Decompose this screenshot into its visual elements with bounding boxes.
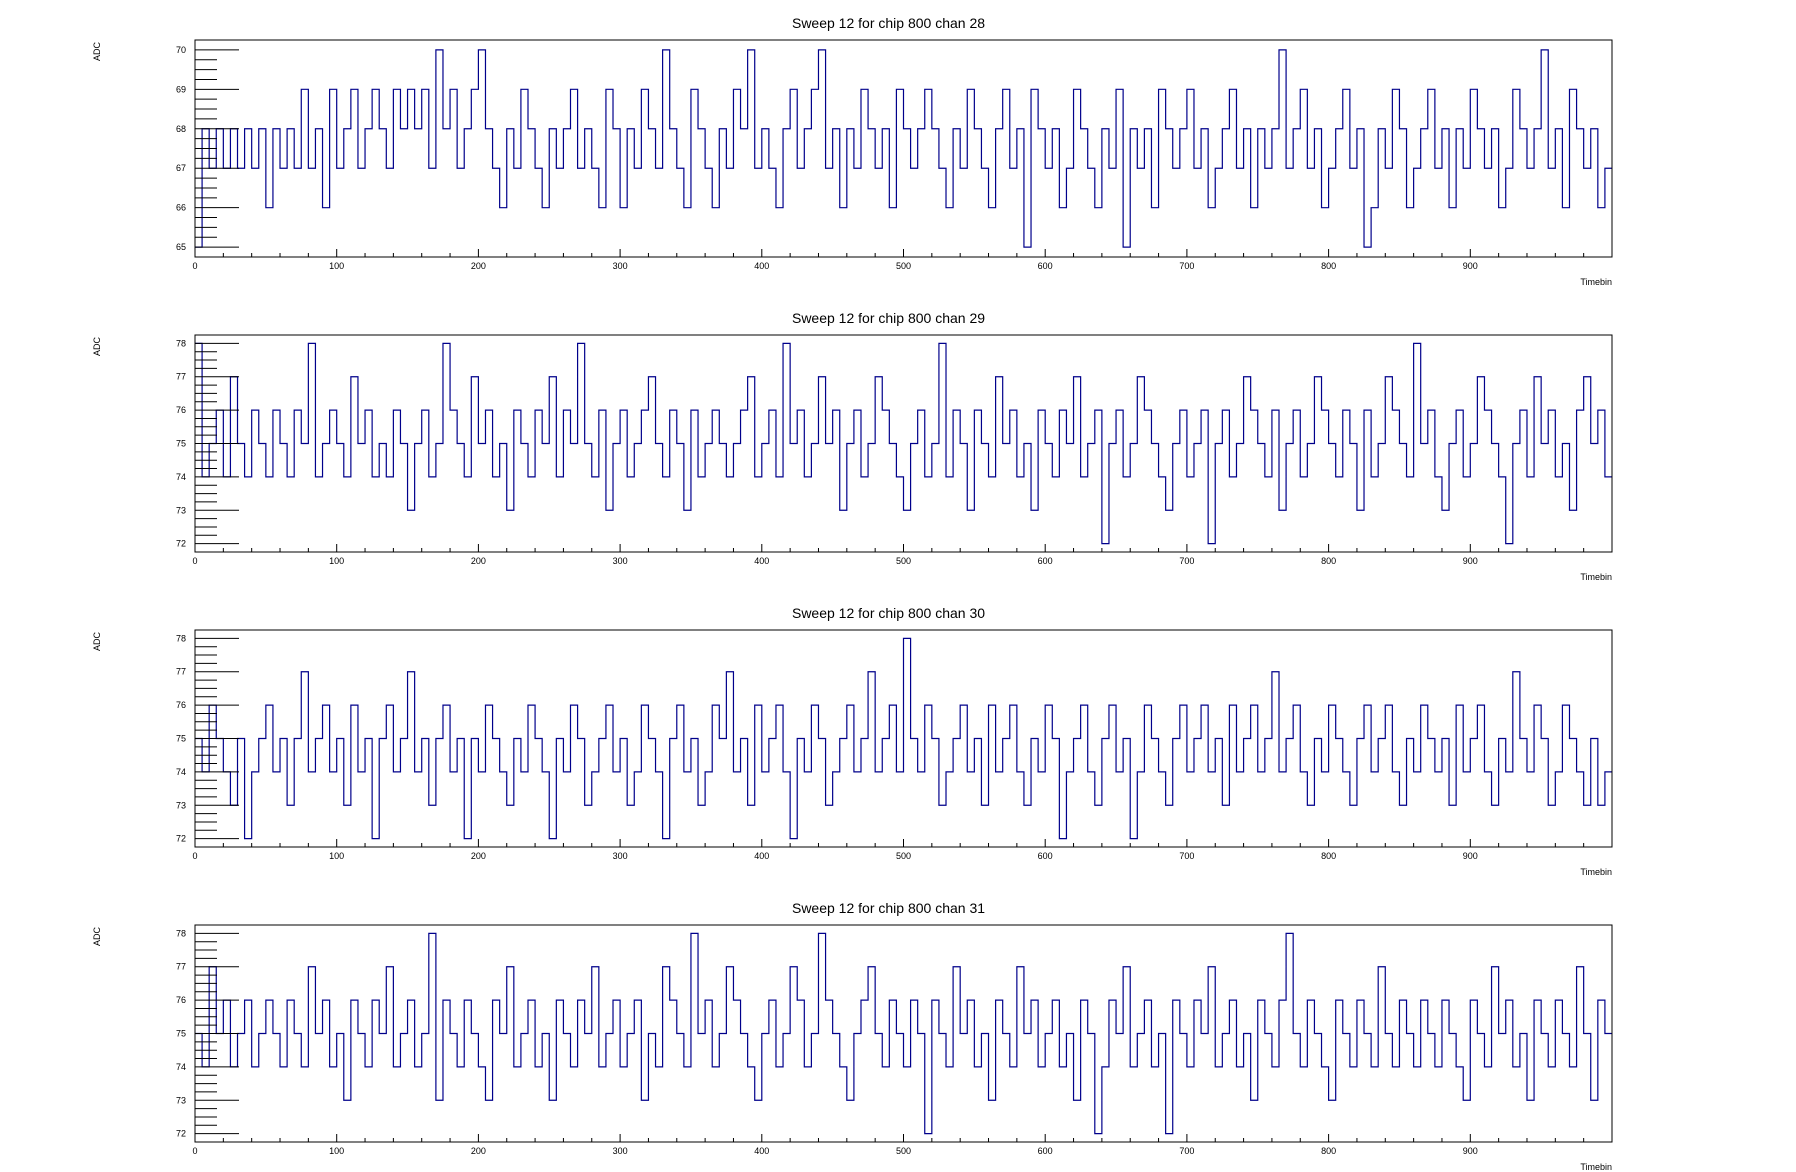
x-tick-label: 900 — [1463, 851, 1478, 861]
x-tick-label: 400 — [754, 556, 769, 566]
x-axis-label: Timebin — [1580, 867, 1612, 877]
y-tick-label: 67 — [176, 163, 186, 173]
y-tick-label: 72 — [176, 834, 186, 844]
x-tick-label: 900 — [1463, 1146, 1478, 1156]
x-tick-label: 200 — [471, 1146, 486, 1156]
y-tick-label: 78 — [176, 633, 186, 643]
y-axis-label: ADC — [92, 42, 102, 62]
x-tick-label: 200 — [471, 261, 486, 271]
adc-series-line — [195, 933, 1612, 1133]
x-tick-label: 900 — [1463, 261, 1478, 271]
y-tick-label: 78 — [176, 338, 186, 348]
y-tick-label: 76 — [176, 995, 186, 1005]
y-axis-label: ADC — [92, 632, 102, 652]
y-tick-label: 77 — [176, 372, 186, 382]
adc-series-line — [195, 638, 1612, 838]
y-tick-label: 76 — [176, 405, 186, 415]
y-tick-label: 70 — [176, 45, 186, 55]
x-tick-label: 200 — [471, 556, 486, 566]
y-tick-label: 68 — [176, 124, 186, 134]
x-tick-label: 0 — [192, 261, 197, 271]
x-tick-label: 400 — [754, 261, 769, 271]
x-tick-label: 800 — [1321, 556, 1336, 566]
x-tick-label: 500 — [896, 556, 911, 566]
chart-title: Sweep 12 for chip 800 chan 31 — [792, 900, 985, 916]
y-tick-label: 77 — [176, 667, 186, 677]
x-tick-label: 900 — [1463, 556, 1478, 566]
x-tick-label: 100 — [329, 261, 344, 271]
chart-title: Sweep 12 for chip 800 chan 28 — [792, 15, 985, 31]
x-tick-label: 400 — [754, 851, 769, 861]
chart-panel-3: Sweep 12 for chip 800 chan 31 ADC Timebin 7… — [92, 900, 1612, 1172]
plot-frame — [195, 40, 1612, 257]
y-tick-label: 78 — [176, 928, 186, 938]
y-tick-label: 72 — [176, 539, 186, 549]
x-tick-label: 400 — [754, 1146, 769, 1156]
y-tick-label: 75 — [176, 1029, 186, 1039]
y-tick-label: 73 — [176, 505, 186, 515]
x-tick-label: 700 — [1179, 556, 1194, 566]
x-tick-label: 600 — [1038, 556, 1053, 566]
y-axis-label: ADC — [92, 337, 102, 357]
chart-title: Sweep 12 for chip 800 chan 30 — [792, 605, 985, 621]
x-tick-label: 700 — [1179, 261, 1194, 271]
x-tick-label: 100 — [329, 556, 344, 566]
x-tick-label: 500 — [896, 1146, 911, 1156]
x-tick-label: 800 — [1321, 261, 1336, 271]
chart-panel-0: Sweep 12 for chip 800 chan 28 ADC Timebin 6… — [92, 15, 1612, 287]
y-tick-label: 74 — [176, 1062, 186, 1072]
x-tick-label: 0 — [192, 851, 197, 861]
y-tick-label: 75 — [176, 439, 186, 449]
x-tick-label: 200 — [471, 851, 486, 861]
y-tick-label: 73 — [176, 1095, 186, 1105]
x-tick-label: 300 — [613, 556, 628, 566]
x-tick-label: 100 — [329, 851, 344, 861]
x-tick-label: 800 — [1321, 851, 1336, 861]
y-tick-label: 75 — [176, 734, 186, 744]
y-tick-label: 77 — [176, 962, 186, 972]
chart-panel-1: Sweep 12 for chip 800 chan 29 ADC Timebin 7… — [92, 310, 1612, 582]
x-tick-label: 300 — [613, 261, 628, 271]
x-tick-label: 600 — [1038, 1146, 1053, 1156]
x-tick-label: 600 — [1038, 851, 1053, 861]
x-tick-label: 600 — [1038, 261, 1053, 271]
x-tick-label: 700 — [1179, 1146, 1194, 1156]
x-tick-label: 500 — [896, 851, 911, 861]
y-tick-label: 76 — [176, 700, 186, 710]
y-tick-label: 73 — [176, 800, 186, 810]
x-tick-label: 0 — [192, 1146, 197, 1156]
y-tick-label: 69 — [176, 84, 186, 94]
x-tick-label: 0 — [192, 556, 197, 566]
y-tick-label: 74 — [176, 767, 186, 777]
chart-canvas: Sweep 12 for chip 800 chan 28 ADC Timebin 6… — [0, 0, 1796, 1172]
x-axis-label: Timebin — [1580, 572, 1612, 582]
x-tick-label: 100 — [329, 1146, 344, 1156]
adc-series-line — [195, 343, 1612, 543]
x-axis-label: Timebin — [1580, 1162, 1612, 1172]
x-tick-label: 500 — [896, 261, 911, 271]
chart-title: Sweep 12 for chip 800 chan 29 — [792, 310, 985, 326]
y-tick-label: 65 — [176, 242, 186, 252]
x-tick-label: 300 — [613, 1146, 628, 1156]
y-tick-label: 74 — [176, 472, 186, 482]
chart-panel-2: Sweep 12 for chip 800 chan 30 ADC Timebin 7… — [92, 605, 1612, 877]
x-tick-label: 700 — [1179, 851, 1194, 861]
x-tick-label: 800 — [1321, 1146, 1336, 1156]
y-axis-label: ADC — [92, 927, 102, 947]
y-tick-label: 66 — [176, 203, 186, 213]
x-axis-label: Timebin — [1580, 277, 1612, 287]
adc-series-line — [195, 50, 1612, 247]
x-tick-label: 300 — [613, 851, 628, 861]
y-tick-label: 72 — [176, 1129, 186, 1139]
